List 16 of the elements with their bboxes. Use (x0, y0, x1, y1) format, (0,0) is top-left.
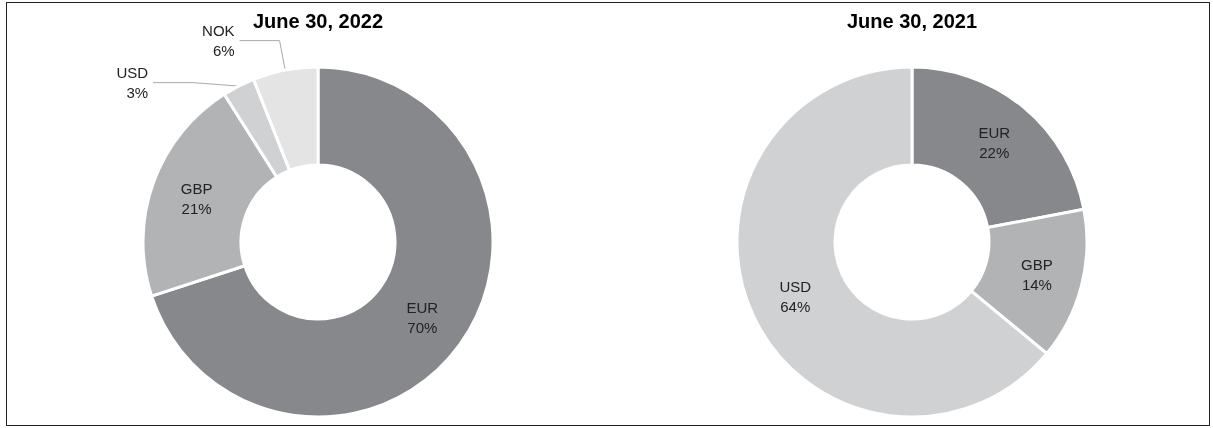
data-label: 6% (212, 42, 235, 60)
data-label: 22% (979, 144, 1010, 162)
slice-label: GBP (1021, 255, 1053, 273)
data-label: 21% (181, 199, 212, 217)
data-label: 64% (780, 298, 811, 316)
chart-title: June 30, 2021 (846, 10, 978, 32)
data-label: 70% (407, 319, 438, 337)
slice-label: NOK (202, 22, 235, 40)
slice-label: EUR (978, 124, 1011, 142)
slice-label: EUR (406, 299, 439, 317)
chart-title: June 30, 2022 (252, 10, 384, 32)
slice-label: GBP (180, 179, 213, 197)
data-label: 14% (1021, 275, 1052, 293)
data-label: 3% (126, 84, 149, 102)
slice-label: USD (116, 64, 149, 82)
slice-label: USD (779, 278, 812, 296)
